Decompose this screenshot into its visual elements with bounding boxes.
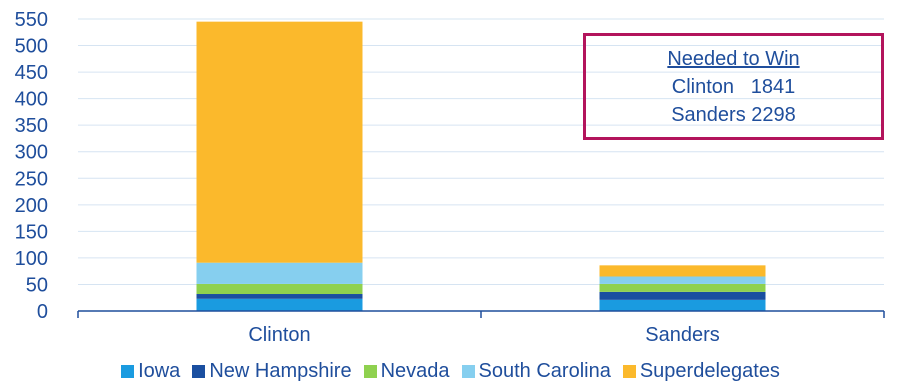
legend-swatch (363, 364, 377, 378)
annotation-line-clinton: Clinton 1841 (671, 75, 796, 98)
bar-sanders-iowa (599, 299, 766, 311)
legend: Iowa New Hampshire Nevada South Carolina Sup… (0, 356, 901, 386)
x-axis-labels: Clinton Sanders (248, 324, 719, 346)
legend-swatch (622, 364, 636, 378)
legend-label: Superdelegates (639, 359, 780, 382)
bar-clinton-south-carolina (196, 262, 363, 284)
y-tick-label: 550 (15, 9, 48, 31)
y-tick-label: 450 (15, 62, 48, 84)
legend-label: Nevada (380, 359, 450, 382)
legend-swatch (121, 364, 135, 378)
legend-item: South Carolina (461, 359, 611, 383)
y-axis-ticks: 0 50 100 150 200 250 300 350 400 450 500 550 (15, 9, 48, 323)
bar-clinton-iowa (196, 298, 363, 311)
y-tick-label: 100 (15, 248, 48, 270)
needed-to-win-box: Needed to Win Clinton 1841 Sanders 2298 (583, 33, 884, 140)
bar-sanders-south-carolina (599, 276, 766, 284)
annotation-title: Needed to Win (667, 47, 800, 70)
y-tick-label: 0 (37, 301, 48, 323)
legend-label: South Carolina (478, 359, 611, 382)
y-tick-label: 250 (15, 168, 48, 190)
y-tick-label: 50 (26, 274, 48, 296)
bar-clinton-new-hampshire (196, 294, 363, 299)
y-tick-label: 400 (15, 89, 48, 111)
legend-item: Nevada (363, 359, 450, 383)
legend-label: Iowa (138, 359, 181, 382)
x-category-label: Sanders (645, 324, 720, 346)
bar-sanders-superdelegates (599, 265, 766, 277)
y-tick-label: 200 (15, 195, 48, 217)
x-category-label: Clinton (248, 324, 310, 346)
y-tick-label: 500 (15, 36, 48, 58)
annotation-line-sanders: Sanders 2298 (671, 103, 796, 126)
legend-label: New Hampshire (209, 359, 352, 382)
bar-sanders-nevada (599, 283, 766, 292)
bar-sanders-new-hampshire (599, 291, 766, 300)
stacked-bar-chart: 0 50 100 150 200 250 300 350 400 450 500 550 Clinto… (15, 9, 885, 346)
legend-swatch (461, 364, 475, 378)
legend-item: New Hampshire (192, 359, 352, 383)
y-tick-label: 350 (15, 115, 48, 137)
y-tick-label: 300 (15, 142, 48, 164)
bars (196, 21, 766, 311)
legend-item: Superdelegates (622, 359, 780, 383)
legend-item: Iowa (121, 360, 180, 383)
bar-clinton-superdelegates (196, 21, 363, 263)
legend-swatch (192, 364, 206, 378)
y-tick-label: 150 (15, 221, 48, 243)
bar-clinton-nevada (196, 283, 363, 295)
